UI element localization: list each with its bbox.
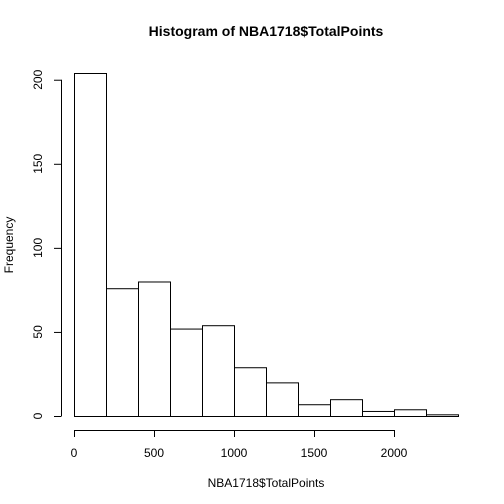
histogram-bar <box>298 404 331 417</box>
y-tick-label: 200 <box>31 69 45 89</box>
x-tick-label: 500 <box>144 446 164 460</box>
histogram-bar <box>74 73 107 417</box>
y-tick-label: 100 <box>31 238 45 258</box>
x-tick-label: 1500 <box>301 446 328 460</box>
histogram-bar <box>426 414 459 418</box>
y-tick-label: 50 <box>31 325 45 339</box>
y-axis: 0 50 100 150 200 <box>31 69 62 419</box>
histogram-bar <box>266 382 299 418</box>
x-tick-label: 1000 <box>221 446 248 460</box>
bars <box>74 73 459 418</box>
histogram-bar <box>106 288 139 418</box>
chart-title: Histogram of NBA1718$TotalPoints <box>149 23 384 39</box>
histogram-bar <box>170 328 203 418</box>
histogram-bar <box>394 409 427 417</box>
histogram-bar <box>330 399 363 418</box>
histogram-bar <box>234 367 267 418</box>
histogram-bar <box>362 410 395 417</box>
y-tick-label: 0 <box>31 412 45 419</box>
x-axis-label: NBA1718$TotalPoints <box>208 476 325 490</box>
x-tick-label: 0 <box>71 446 78 460</box>
x-tick-label: 2000 <box>381 446 408 460</box>
y-tick-label: 150 <box>31 153 45 173</box>
y-axis-label: Frequency <box>2 217 16 274</box>
histogram-bar <box>138 281 171 418</box>
x-axis: 0 500 1000 1500 2000 <box>71 430 408 460</box>
histogram-bar <box>202 325 235 417</box>
